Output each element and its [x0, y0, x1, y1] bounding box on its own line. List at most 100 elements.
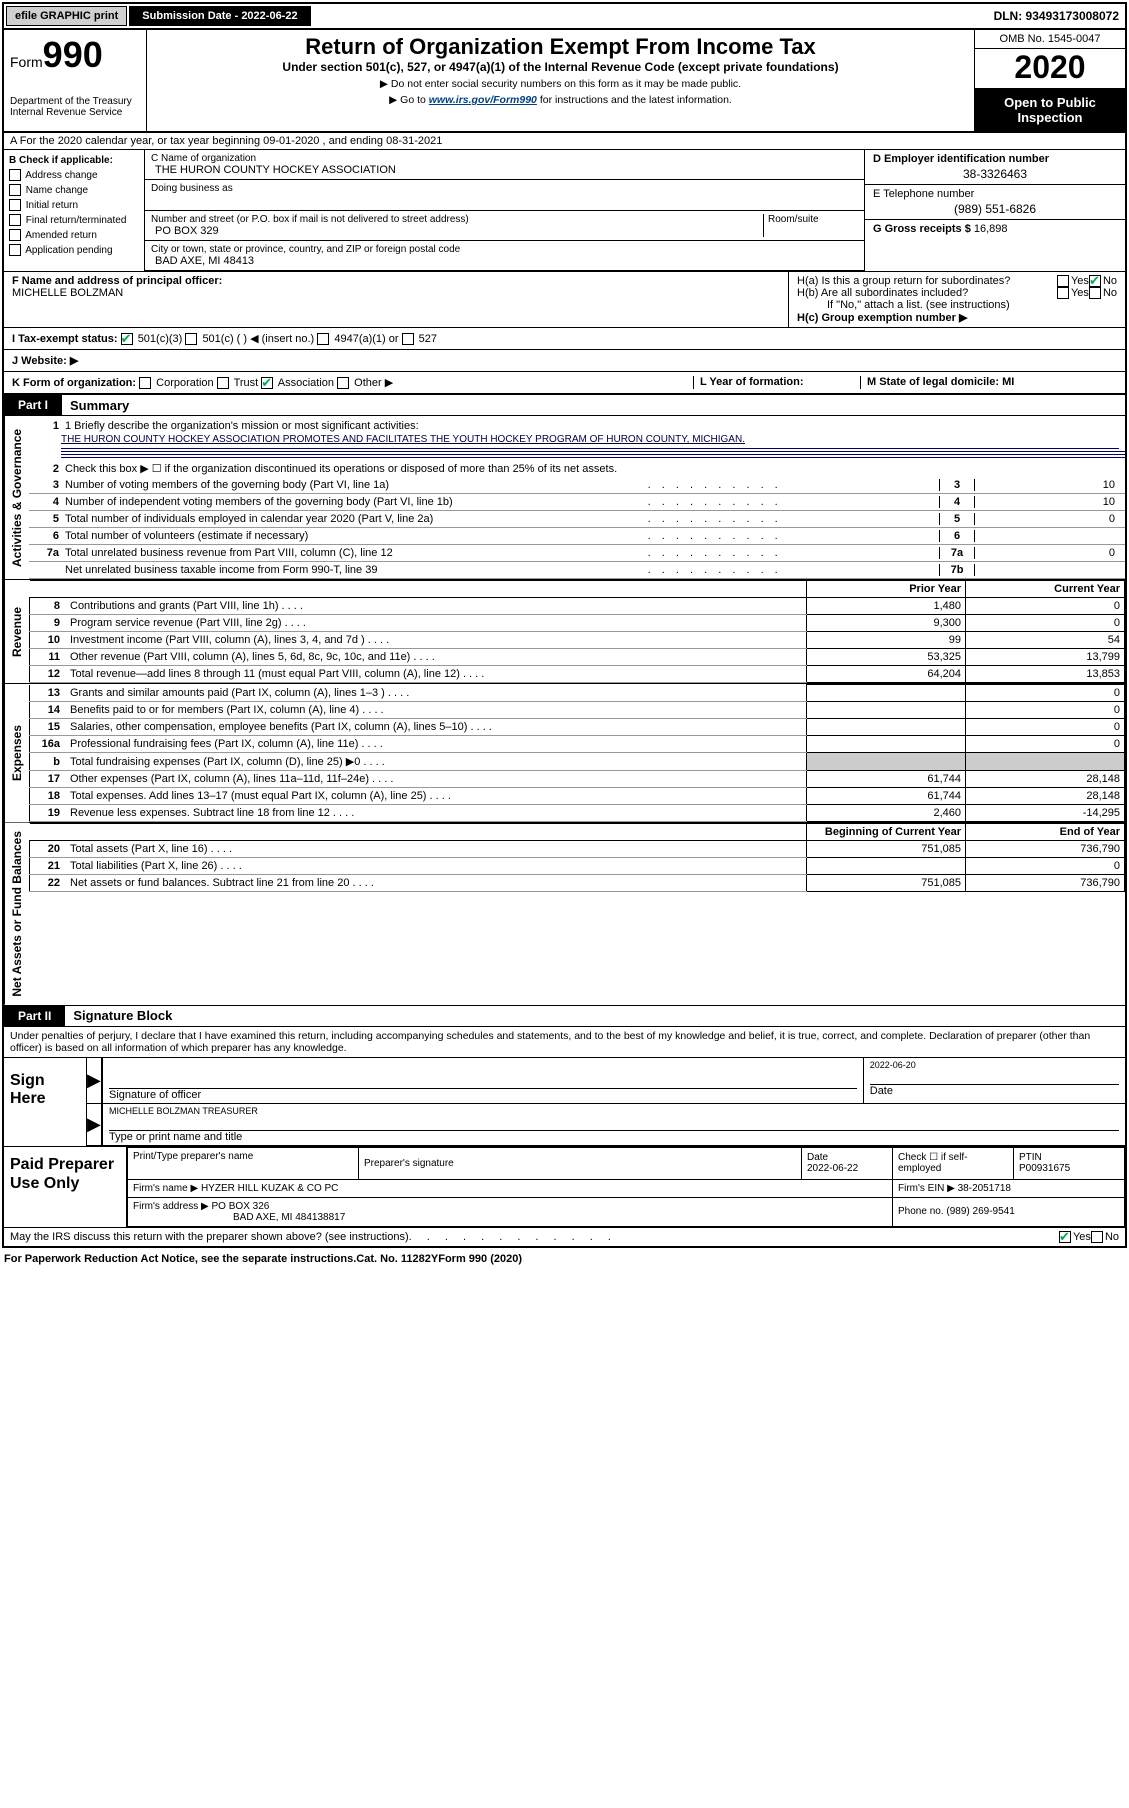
gov-box-4: 7a [939, 547, 975, 559]
form-title: Return of Organization Exempt From Incom… [151, 34, 970, 60]
name-title-label: Type or print name and title [109, 1130, 1119, 1143]
ha-yes-checkbox[interactable] [1057, 275, 1069, 287]
perjury-text: Under penalties of perjury, I declare th… [4, 1027, 1125, 1057]
dept-treasury: Department of the Treasury Internal Reve… [10, 96, 140, 118]
hdr-curr: Current Year [966, 581, 1125, 598]
rows_exp-text-5: Other expenses (Part IX, column (A), lin… [66, 771, 807, 788]
sig-date: 2022-06-20 [870, 1060, 1119, 1070]
discuss-no-checkbox[interactable] [1091, 1231, 1103, 1243]
rows_exp-curr-1: 0 [966, 702, 1125, 719]
city-state-zip: BAD AXE, MI 48413 [151, 255, 858, 267]
gov-box-5: 7b [939, 564, 975, 576]
label-telephone: E Telephone number [873, 188, 1117, 200]
label-ein: D Employer identification number [873, 153, 1117, 165]
rows_exp-prior-4 [807, 753, 966, 771]
checkbox-amended-return[interactable] [9, 229, 21, 241]
line2-text: Check this box ▶ ☐ if the organization d… [65, 462, 1121, 475]
telephone: (989) 551-6826 [873, 202, 1117, 216]
rows_exp-prior-5: 61,744 [807, 771, 966, 788]
hdr-curr: End of Year [966, 824, 1125, 841]
ein: 38-3326463 [873, 167, 1117, 181]
checkbox-final-return-terminated[interactable] [9, 214, 21, 226]
gov-box-3: 6 [939, 530, 975, 542]
cbx-501c[interactable] [185, 333, 197, 345]
side-activities-governance: Activities & Governance [4, 416, 29, 579]
rows_rev-num-2: 10 [30, 632, 67, 649]
rows_exp-curr-5: 28,148 [966, 771, 1125, 788]
instr-ssn: ▶ Do not enter social security numbers o… [151, 78, 970, 90]
k-label: K Form of organization: [12, 377, 136, 389]
rows_rev-prior-0: 1,480 [807, 598, 966, 615]
form-number-footer: Form 990 (2020) [438, 1253, 522, 1265]
prep-sig-label: Preparer's signature [364, 1158, 796, 1169]
gov-box-1: 4 [939, 496, 975, 508]
street-address: PO BOX 329 [151, 225, 763, 237]
rows_rev-curr-3: 13,799 [966, 649, 1125, 666]
rows_rev-prior-3: 53,325 [807, 649, 966, 666]
rows_net-curr-0: 736,790 [966, 841, 1125, 858]
open-public-1: Open to Public [979, 95, 1121, 110]
ha-no-checkbox[interactable] [1089, 275, 1101, 287]
cbx-form-org-0[interactable] [139, 377, 151, 389]
cbx-501c3[interactable] [121, 333, 133, 345]
gov-text-5: Net unrelated business taxable income fr… [65, 564, 648, 576]
rows_net-prior-1 [807, 858, 966, 875]
prep-date-label: Date [807, 1152, 887, 1163]
hdr-prior: Beginning of Current Year [807, 824, 966, 841]
cbx-form-org-1[interactable] [217, 377, 229, 389]
rows_rev-prior-1: 9,300 [807, 615, 966, 632]
checkbox-application-pending[interactable] [9, 244, 21, 256]
gov-box-2: 5 [939, 513, 975, 525]
rows_rev-curr-0: 0 [966, 598, 1125, 615]
checkbox-name-change[interactable] [9, 184, 21, 196]
checkbox-address-change[interactable] [9, 169, 21, 181]
label-street: Number and street (or P.O. box if mail i… [151, 214, 763, 225]
gov-val-0: 10 [975, 479, 1121, 491]
rows_exp-prior-3 [807, 736, 966, 753]
officer-name-title: MICHELLE BOLZMAN TREASURER [109, 1106, 1119, 1116]
date-label: Date [870, 1084, 1119, 1097]
hb-label: H(b) Are all subordinates included? [797, 287, 1057, 299]
rows_exp-prior-7: 2,460 [807, 805, 966, 822]
cbx-4947[interactable] [317, 333, 329, 345]
sign-arrow-icon-2: ▶ [87, 1104, 103, 1145]
cbx-form-org-2[interactable] [261, 377, 273, 389]
paperwork-notice: For Paperwork Reduction Act Notice, see … [4, 1253, 356, 1265]
m-domicile: M State of legal domicile: MI [867, 376, 1014, 388]
gov-text-3: Total number of volunteers (estimate if … [65, 530, 648, 542]
gov-box-0: 3 [939, 479, 975, 491]
part1-title: Summary [62, 398, 129, 413]
efile-btn[interactable]: efile GRAPHIC print [6, 6, 127, 26]
rows_rev-num-1: 9 [30, 615, 67, 632]
rows_rev-curr-4: 13,853 [966, 666, 1125, 683]
rows_net-prior-0: 751,085 [807, 841, 966, 858]
open-public-2: Inspection [979, 110, 1121, 125]
discuss-label: May the IRS discuss this return with the… [10, 1231, 409, 1243]
submission-date: Submission Date - 2022-06-22 [129, 6, 310, 26]
rows_exp-curr-3: 0 [966, 736, 1125, 753]
label-room: Room/suite [763, 214, 858, 237]
label-gross: G Gross receipts $ [873, 223, 974, 235]
label-org-name: C Name of organization [151, 153, 858, 164]
check-self-employed[interactable]: Check ☐ if self-employed [893, 1147, 1014, 1179]
hb-yes-checkbox[interactable] [1057, 287, 1069, 299]
firm-name: HYZER HILL KUZAK & CO PC [201, 1183, 338, 1194]
rows_exp-text-2: Salaries, other compensation, employee b… [66, 719, 807, 736]
rows_exp-num-2: 15 [30, 719, 67, 736]
part2-title: Signature Block [65, 1008, 172, 1023]
checkbox-initial-return[interactable] [9, 199, 21, 211]
firm-ein: 38-2051718 [958, 1183, 1011, 1194]
gov-val-4: 0 [975, 547, 1121, 559]
cbx-527[interactable] [402, 333, 414, 345]
hb-no-checkbox[interactable] [1089, 287, 1101, 299]
irs-link[interactable]: www.irs.gov/Form990 [429, 94, 537, 106]
rows_exp-text-7: Revenue less expenses. Subtract line 18 … [66, 805, 807, 822]
cbx-form-org-3[interactable] [337, 377, 349, 389]
section-b-label: B Check if applicable: [9, 153, 139, 168]
gov-text-2: Total number of individuals employed in … [65, 513, 648, 525]
rows_net-curr-2: 736,790 [966, 875, 1125, 892]
discuss-yes-checkbox[interactable] [1059, 1231, 1071, 1243]
rows_rev-prior-2: 99 [807, 632, 966, 649]
rows_exp-prior-2 [807, 719, 966, 736]
sign-arrow-icon: ▶ [87, 1058, 103, 1103]
